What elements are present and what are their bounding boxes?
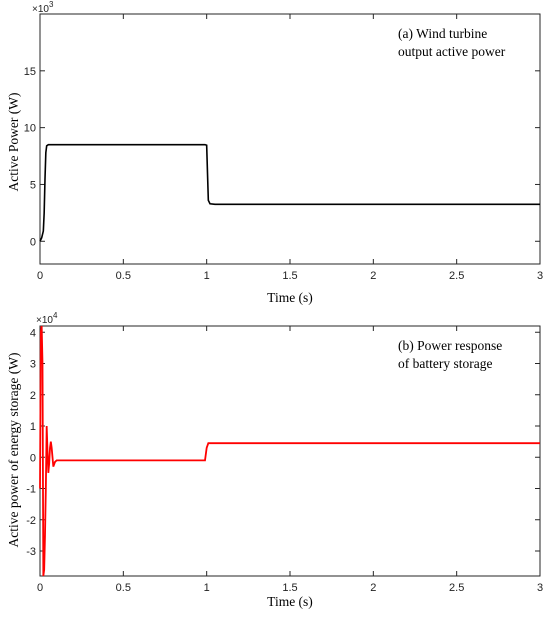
x-tick-label: 0 (37, 582, 43, 594)
x-tick-label: 3 (537, 582, 543, 594)
plot-area-b (39, 325, 541, 577)
x-tick-label: 2.5 (449, 582, 464, 594)
annotation-line-2-b: of battery storage (398, 356, 492, 371)
y-axis-label-a: Active Power (W) (6, 93, 21, 192)
x-tick-label: 2.5 (449, 270, 464, 282)
x-tick-label: 1.5 (282, 582, 297, 594)
series-line-a (39, 143, 540, 242)
y-tick-label: -2 (26, 515, 36, 527)
x-tick-label: 3 (537, 270, 543, 282)
y-exponent-label-a: ×103 (32, 0, 54, 15)
y-axis-label-b: Active power of energy storage (W) (6, 352, 21, 547)
x-tick-label: 2 (370, 582, 376, 594)
plot-area-a (39, 13, 541, 265)
x-axis-label-a: Time (s) (267, 290, 313, 305)
y-tick-label: 10 (24, 123, 36, 135)
x-tick-label: 1 (204, 270, 210, 282)
x-tick-label: 0.5 (116, 270, 131, 282)
y-tick-label: 3 (30, 359, 36, 371)
x-tick-label: 1.5 (282, 270, 297, 282)
series-line-b (39, 325, 540, 577)
x-tick-label: 2 (370, 270, 376, 282)
y-ticks-a: 0 5 10 15 (24, 66, 540, 248)
chart-panel-a: ×103 0 5 10 15 0 0.5 1 1.5 2 2.5 3 (a) Wind turbi… (6, 0, 543, 305)
x-axis-label-b: Time (s) (267, 594, 313, 609)
x-tick-label: 0.5 (116, 582, 131, 594)
annotation-line-1-a: (a) Wind turbine (398, 26, 487, 41)
y-exponent-label-b: ×104 (36, 311, 58, 326)
annotation-line-1-b: (b) Power response (398, 338, 502, 353)
y-tick-label: 4 (30, 327, 36, 339)
y-tick-label: 2 (30, 390, 36, 402)
x-ticks-a: 0 0.5 1 1.5 2 2.5 3 (37, 14, 543, 282)
annotation-line-2-a: output active power (398, 44, 506, 59)
y-tick-label: 5 (30, 179, 36, 191)
y-tick-label: -1 (26, 484, 36, 496)
y-tick-label: 15 (24, 66, 36, 78)
x-tick-label: 0 (37, 270, 43, 282)
x-tick-label: 1 (204, 582, 210, 594)
y-tick-label: 0 (30, 452, 36, 464)
y-tick-label: 1 (30, 421, 36, 433)
chart-panel-b: ×104 -3 -2 -1 0 1 2 3 4 0 0.5 1 1.5 2 2.5 3 (b) Power… (6, 311, 543, 609)
y-tick-label: 0 (30, 236, 36, 248)
y-tick-label: -3 (26, 546, 36, 558)
x-ticks-b: 0 0.5 1 1.5 2 2.5 3 (37, 326, 543, 594)
